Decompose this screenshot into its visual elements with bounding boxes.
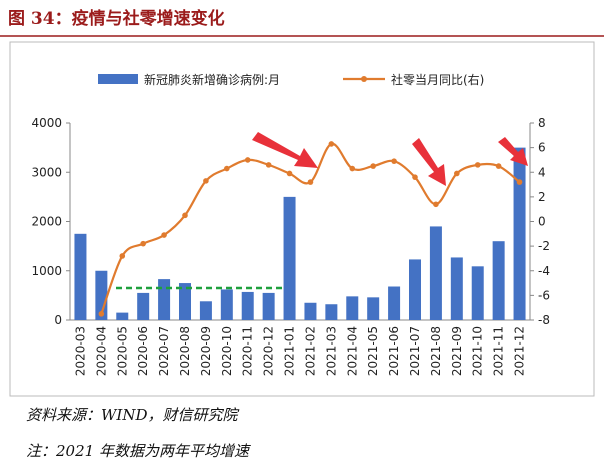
bar	[262, 292, 275, 320]
x-tick-label: 2021-06	[387, 326, 401, 376]
x-tick-label: 2021-04	[345, 326, 359, 376]
legend-label: 新冠肺炎新增确诊病例:月	[144, 72, 280, 87]
bar	[346, 296, 359, 320]
legend-swatch	[98, 74, 138, 84]
y2-tick-label: 8	[538, 116, 546, 130]
chart-frame	[9, 41, 595, 397]
bar	[513, 147, 526, 320]
y2-tick-label: -8	[538, 313, 550, 327]
line-marker	[119, 253, 126, 259]
bar	[199, 301, 212, 320]
note: 注：2021 年数据为两年平均增速	[26, 442, 251, 460]
bar	[388, 286, 401, 320]
x-tick-label: 2021-05	[366, 326, 380, 376]
x-tick-label: 2020-11	[241, 326, 255, 376]
bar	[116, 312, 129, 320]
bar	[429, 226, 442, 320]
line-marker	[224, 165, 230, 172]
x-tick-label: 2021-07	[408, 326, 422, 376]
bar	[241, 291, 254, 320]
x-tick-label: 2020-06	[136, 326, 150, 376]
line-marker	[203, 178, 209, 184]
x-tick-label: 2021-10	[471, 326, 485, 376]
x-tick-label: 2021-01	[283, 326, 297, 376]
line-marker	[495, 163, 502, 169]
x-tick-label: 2021-03	[324, 326, 338, 376]
bar	[367, 297, 380, 320]
source: 资料来源：WIND，财信研究院	[26, 406, 239, 424]
y2-tick-label: 4	[538, 165, 546, 179]
bar	[158, 279, 171, 320]
line-marker	[140, 240, 146, 247]
line-marker	[412, 174, 418, 180]
bar	[304, 302, 317, 320]
x-tick-label: 2020-04	[94, 326, 108, 376]
x-tick-label: 2021-12	[513, 326, 527, 376]
y2-tick-label: 2	[538, 190, 546, 204]
line-marker	[349, 165, 356, 172]
line-marker	[433, 201, 439, 208]
bar	[137, 292, 150, 320]
legend-swatch	[361, 76, 367, 82]
bar	[409, 259, 421, 320]
bar	[471, 266, 484, 320]
x-tick-label: 2021-09	[450, 326, 464, 376]
line-marker	[98, 311, 105, 317]
bar	[450, 257, 463, 320]
bar	[74, 233, 87, 320]
line-marker	[244, 157, 251, 163]
y2-tick-label: -4	[538, 264, 550, 278]
y2-tick-label: 6	[538, 141, 546, 155]
y-tick-label: 4000	[31, 116, 62, 130]
legend-label: 社零当月同比(右)	[391, 72, 484, 87]
line-marker	[161, 232, 167, 238]
line-marker	[474, 162, 481, 168]
line-marker	[516, 179, 523, 185]
y2-tick-label: 0	[538, 215, 546, 229]
line-marker	[265, 162, 272, 168]
y-tick-label: 1000	[31, 264, 62, 278]
line-marker	[307, 179, 314, 185]
line-marker	[370, 163, 376, 169]
line-marker	[454, 170, 460, 177]
arrows	[252, 132, 528, 186]
bar	[283, 196, 296, 320]
x-tick-label: 2020-09	[199, 326, 213, 376]
y2-tick-label: -2	[538, 239, 550, 253]
y2-tick-label: -6	[538, 288, 550, 302]
y-tick-label: 3000	[31, 165, 62, 179]
arrow	[498, 137, 528, 166]
line-marker	[328, 141, 335, 147]
x-tick-label: 2021-11	[492, 326, 506, 376]
x-tick-label: 2020-07	[157, 326, 171, 376]
chart: 0 1000 2000 3000 4000 -8 -6 -4 -2 0 2 4 6 8 2020-03 202…	[31, 72, 550, 376]
line-marker	[286, 170, 293, 177]
bar	[325, 304, 338, 320]
bar	[179, 283, 191, 320]
x-tick-label: 2020-12	[262, 326, 276, 376]
line-marker	[182, 212, 188, 219]
y-tick-label: 2000	[31, 215, 62, 229]
arrow	[252, 132, 318, 168]
x-tick-label: 2020-10	[220, 326, 234, 376]
x-tick-label: 2021-02	[303, 326, 317, 376]
x-tick-label: 2020-05	[115, 326, 129, 376]
x-tick-label: 2021-08	[429, 326, 443, 376]
line-marker	[391, 158, 397, 164]
bar	[492, 241, 505, 320]
x-tick-label: 2020-08	[178, 326, 192, 376]
x-tick-label: 2020-03	[73, 326, 87, 376]
bar	[220, 289, 233, 320]
y-tick-label: 0	[54, 313, 62, 327]
arrow	[412, 138, 446, 186]
figure-title: 图 34：疫情与社零增速变化	[8, 8, 225, 29]
